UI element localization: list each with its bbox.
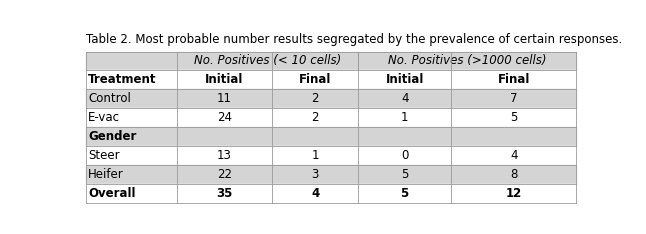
- Text: 7: 7: [510, 92, 517, 105]
- Text: Gender: Gender: [89, 130, 137, 143]
- Text: 4: 4: [510, 149, 517, 162]
- Text: Initial: Initial: [386, 73, 424, 86]
- Text: E-vac: E-vac: [89, 111, 120, 124]
- Text: 5: 5: [510, 111, 517, 124]
- Text: No. Positives (< 10 cells): No. Positives (< 10 cells): [194, 55, 341, 67]
- Text: 13: 13: [217, 149, 232, 162]
- Text: Steer: Steer: [89, 149, 120, 162]
- Bar: [86, 146, 576, 165]
- Text: Final: Final: [299, 73, 331, 86]
- Text: 5: 5: [401, 168, 408, 181]
- Bar: [86, 51, 576, 70]
- Text: 5: 5: [401, 187, 409, 200]
- Text: Final: Final: [497, 73, 530, 86]
- Text: 8: 8: [510, 168, 517, 181]
- Text: 0: 0: [401, 149, 408, 162]
- Bar: [86, 165, 576, 184]
- Bar: [86, 89, 576, 108]
- Text: No. Positives (>1000 cells): No. Positives (>1000 cells): [388, 55, 547, 67]
- Text: Initial: Initial: [205, 73, 244, 86]
- Text: 2: 2: [311, 111, 319, 124]
- Text: 1: 1: [401, 111, 408, 124]
- Text: Treatment: Treatment: [89, 73, 157, 86]
- Bar: [86, 127, 576, 146]
- Text: 4: 4: [401, 92, 408, 105]
- Text: 1: 1: [311, 149, 319, 162]
- Text: 24: 24: [217, 111, 232, 124]
- Bar: [86, 108, 576, 127]
- Text: Control: Control: [89, 92, 131, 105]
- Text: 11: 11: [217, 92, 232, 105]
- Text: 22: 22: [217, 168, 232, 181]
- Text: Table 2. Most probable number results segregated by the prevalence of certain re: Table 2. Most probable number results se…: [86, 33, 622, 46]
- Text: 4: 4: [311, 187, 319, 200]
- Text: 12: 12: [506, 187, 522, 200]
- Bar: [86, 70, 576, 89]
- Text: 35: 35: [216, 187, 233, 200]
- Text: 3: 3: [311, 168, 319, 181]
- Text: Overall: Overall: [89, 187, 136, 200]
- Text: 2: 2: [311, 92, 319, 105]
- Bar: [86, 184, 576, 203]
- Text: Heifer: Heifer: [89, 168, 124, 181]
